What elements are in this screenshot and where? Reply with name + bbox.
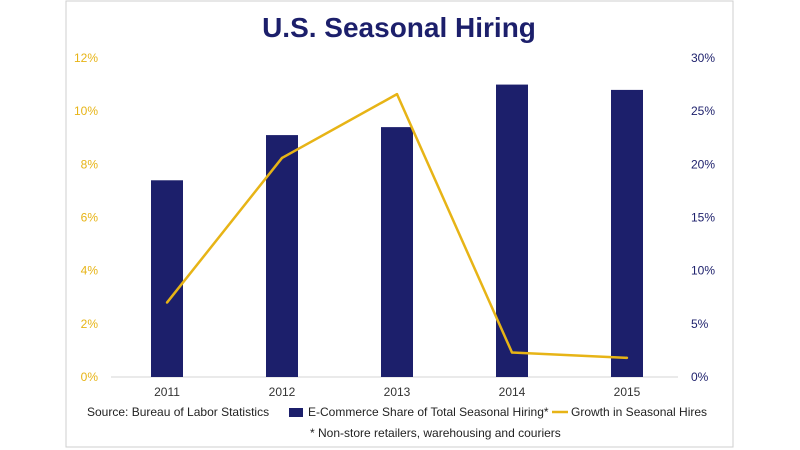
left-tick-label: 4%: [81, 264, 99, 278]
growth-point-2015: [625, 356, 629, 360]
x-tick-label: 2015: [614, 385, 641, 399]
growth-point-2013: [395, 92, 399, 96]
right-tick-label: 20%: [691, 157, 715, 171]
x-tick-label: 2014: [499, 385, 526, 399]
left-tick-label: 6%: [81, 211, 99, 225]
growth-point-2011: [165, 301, 169, 304]
legend: E-Commerce Share of Total Seasonal Hirin…: [289, 405, 707, 419]
line-series: [165, 92, 629, 360]
right-tick-label: 15%: [691, 211, 715, 225]
left-tick-label: 0%: [81, 370, 99, 384]
x-axis: 2011 2012 2013 2014 2015: [154, 385, 641, 399]
x-tick-label: 2013: [384, 385, 411, 399]
right-tick-label: 5%: [691, 317, 709, 331]
growth-point-2012: [280, 156, 284, 160]
left-axis: 0% 2% 4% 6% 8% 10% 12%: [74, 51, 98, 384]
chart-title: U.S. Seasonal Hiring: [262, 12, 536, 43]
legend-label-bar: E-Commerce Share of Total Seasonal Hirin…: [308, 405, 549, 419]
left-tick-label: 10%: [74, 104, 98, 118]
left-tick-label: 2%: [81, 317, 99, 331]
bar-2013: [381, 127, 413, 377]
x-tick-label: 2012: [269, 385, 296, 399]
x-tick-label: 2011: [154, 385, 180, 399]
bar-2012: [266, 135, 298, 377]
source-note: Source: Bureau of Labor Statistics: [87, 405, 269, 419]
left-tick-label: 8%: [81, 157, 99, 171]
right-tick-label: 30%: [691, 51, 715, 65]
bar-2015: [611, 89, 643, 378]
legend-label-line: Growth in Seasonal Hires: [571, 405, 707, 419]
right-tick-label: 25%: [691, 104, 715, 118]
legend-bar-swatch: [289, 408, 303, 417]
right-tick-label: 10%: [691, 264, 715, 278]
growth-point-2014: [510, 351, 514, 354]
bar-series: [151, 84, 643, 378]
right-tick-label: 0%: [691, 370, 709, 384]
left-tick-label: 12%: [74, 51, 98, 65]
bar-2014: [496, 84, 528, 377]
footnote: * Non-store retailers, warehousing and c…: [310, 426, 561, 440]
bar-2011: [151, 180, 183, 377]
right-axis: 0% 5% 10% 15% 20% 25% 30%: [691, 51, 715, 384]
